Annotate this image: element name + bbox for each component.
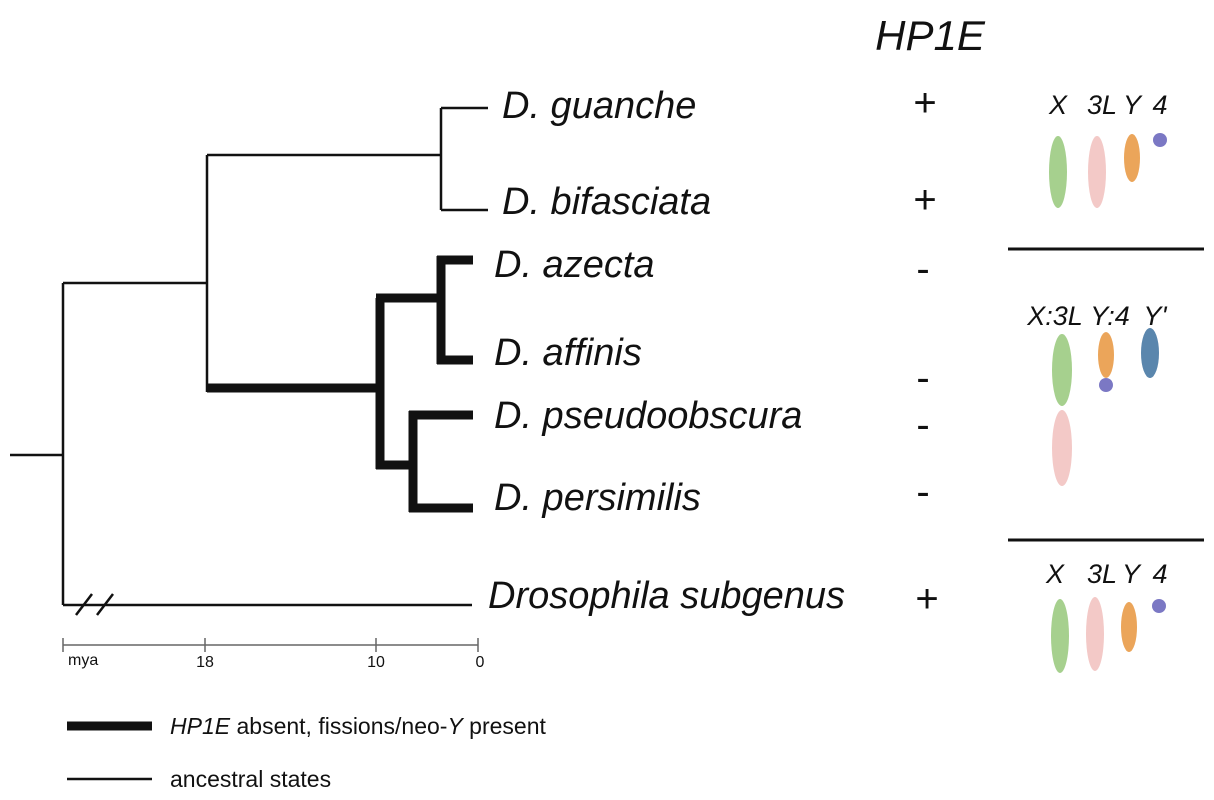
hp1e-status: +: [913, 81, 936, 125]
chromosome-label: Y: [1123, 90, 1143, 120]
x-chromosome: [1051, 599, 1069, 673]
karyotype-panel-bottom: X 3L Y 4: [1045, 559, 1168, 673]
x-chromosome: [1049, 136, 1067, 208]
hp1e-status: -: [916, 247, 929, 291]
y-chromosome: [1124, 134, 1140, 182]
y-chromosome-arm: [1098, 332, 1114, 378]
chromosome-label: 4: [1152, 559, 1167, 589]
legend-text-b: present: [463, 713, 547, 739]
legend-thin-label: ancestral states: [170, 766, 331, 792]
chromosome-label: Y:4: [1090, 301, 1130, 331]
hp1e-status: -: [916, 356, 929, 400]
dot-chromosome-arm: [1099, 378, 1113, 392]
chromosome-label: Y: [1122, 559, 1142, 589]
species-label: D. persimilis: [494, 477, 701, 519]
legend: HP1E absent, fissions/neo-Y present ance…: [67, 713, 546, 792]
hp1e-status: +: [913, 178, 936, 222]
species-label: D. affinis: [494, 332, 642, 374]
species-label: D. bifasciata: [502, 181, 711, 223]
legend-y-symbol: Y: [447, 713, 464, 739]
chromosome-label: 3L: [1087, 90, 1117, 120]
axis-break-mark: [75, 593, 93, 616]
species-label: Drosophila subgenus: [488, 575, 845, 617]
3l-chromosome-arm: [1052, 410, 1072, 486]
species-label: D. pseudoobscura: [494, 395, 802, 437]
dot-chromosome: [1152, 599, 1166, 613]
time-scale: [62, 638, 479, 652]
scale-unit: mya: [68, 652, 98, 669]
legend-thick-label: HP1E absent, fissions/neo-Y present: [170, 713, 546, 739]
hp1e-status: +: [915, 577, 938, 621]
gene-title: HP1E: [875, 12, 986, 59]
scale-tick-label: 10: [367, 654, 385, 671]
x-chromosome-arm: [1052, 334, 1072, 406]
species-label: D. azecta: [494, 244, 655, 286]
legend-gene-name: HP1E: [170, 713, 231, 739]
species-label: D. guanche: [502, 85, 696, 127]
axis-break-mark: [96, 593, 114, 616]
3l-chromosome: [1086, 597, 1104, 671]
hp1e-status-column: + + - - - - +: [913, 81, 938, 621]
karyotype-panel-middle: X:3L Y:4 Y': [1026, 301, 1167, 486]
scale-tick-label: 18: [196, 654, 214, 671]
dot-chromosome: [1153, 133, 1167, 147]
thick-branches: [207, 255, 473, 513]
karyotype-panel-top: X 3L Y 4: [1048, 90, 1168, 208]
chromosome-label: 3L: [1087, 559, 1117, 589]
chromosome-label: Y': [1143, 301, 1167, 331]
chromosome-label: 4: [1152, 90, 1167, 120]
legend-text-a: absent, fissions/neo-: [230, 713, 447, 739]
chromosome-label: X: [1045, 559, 1065, 589]
scale-tick-label: 0: [476, 654, 485, 671]
neo-y-chromosome: [1141, 328, 1159, 378]
3l-chromosome: [1088, 136, 1106, 208]
chromosome-label: X:3L: [1026, 301, 1083, 331]
chromosome-label: X: [1048, 90, 1068, 120]
y-chromosome: [1121, 602, 1137, 652]
hp1e-status: -: [916, 403, 929, 447]
hp1e-status: -: [916, 470, 929, 514]
species-labels: D. guanche D. bifasciata D. azecta D. af…: [488, 85, 845, 617]
phylogenetic-tree: [10, 106, 488, 616]
